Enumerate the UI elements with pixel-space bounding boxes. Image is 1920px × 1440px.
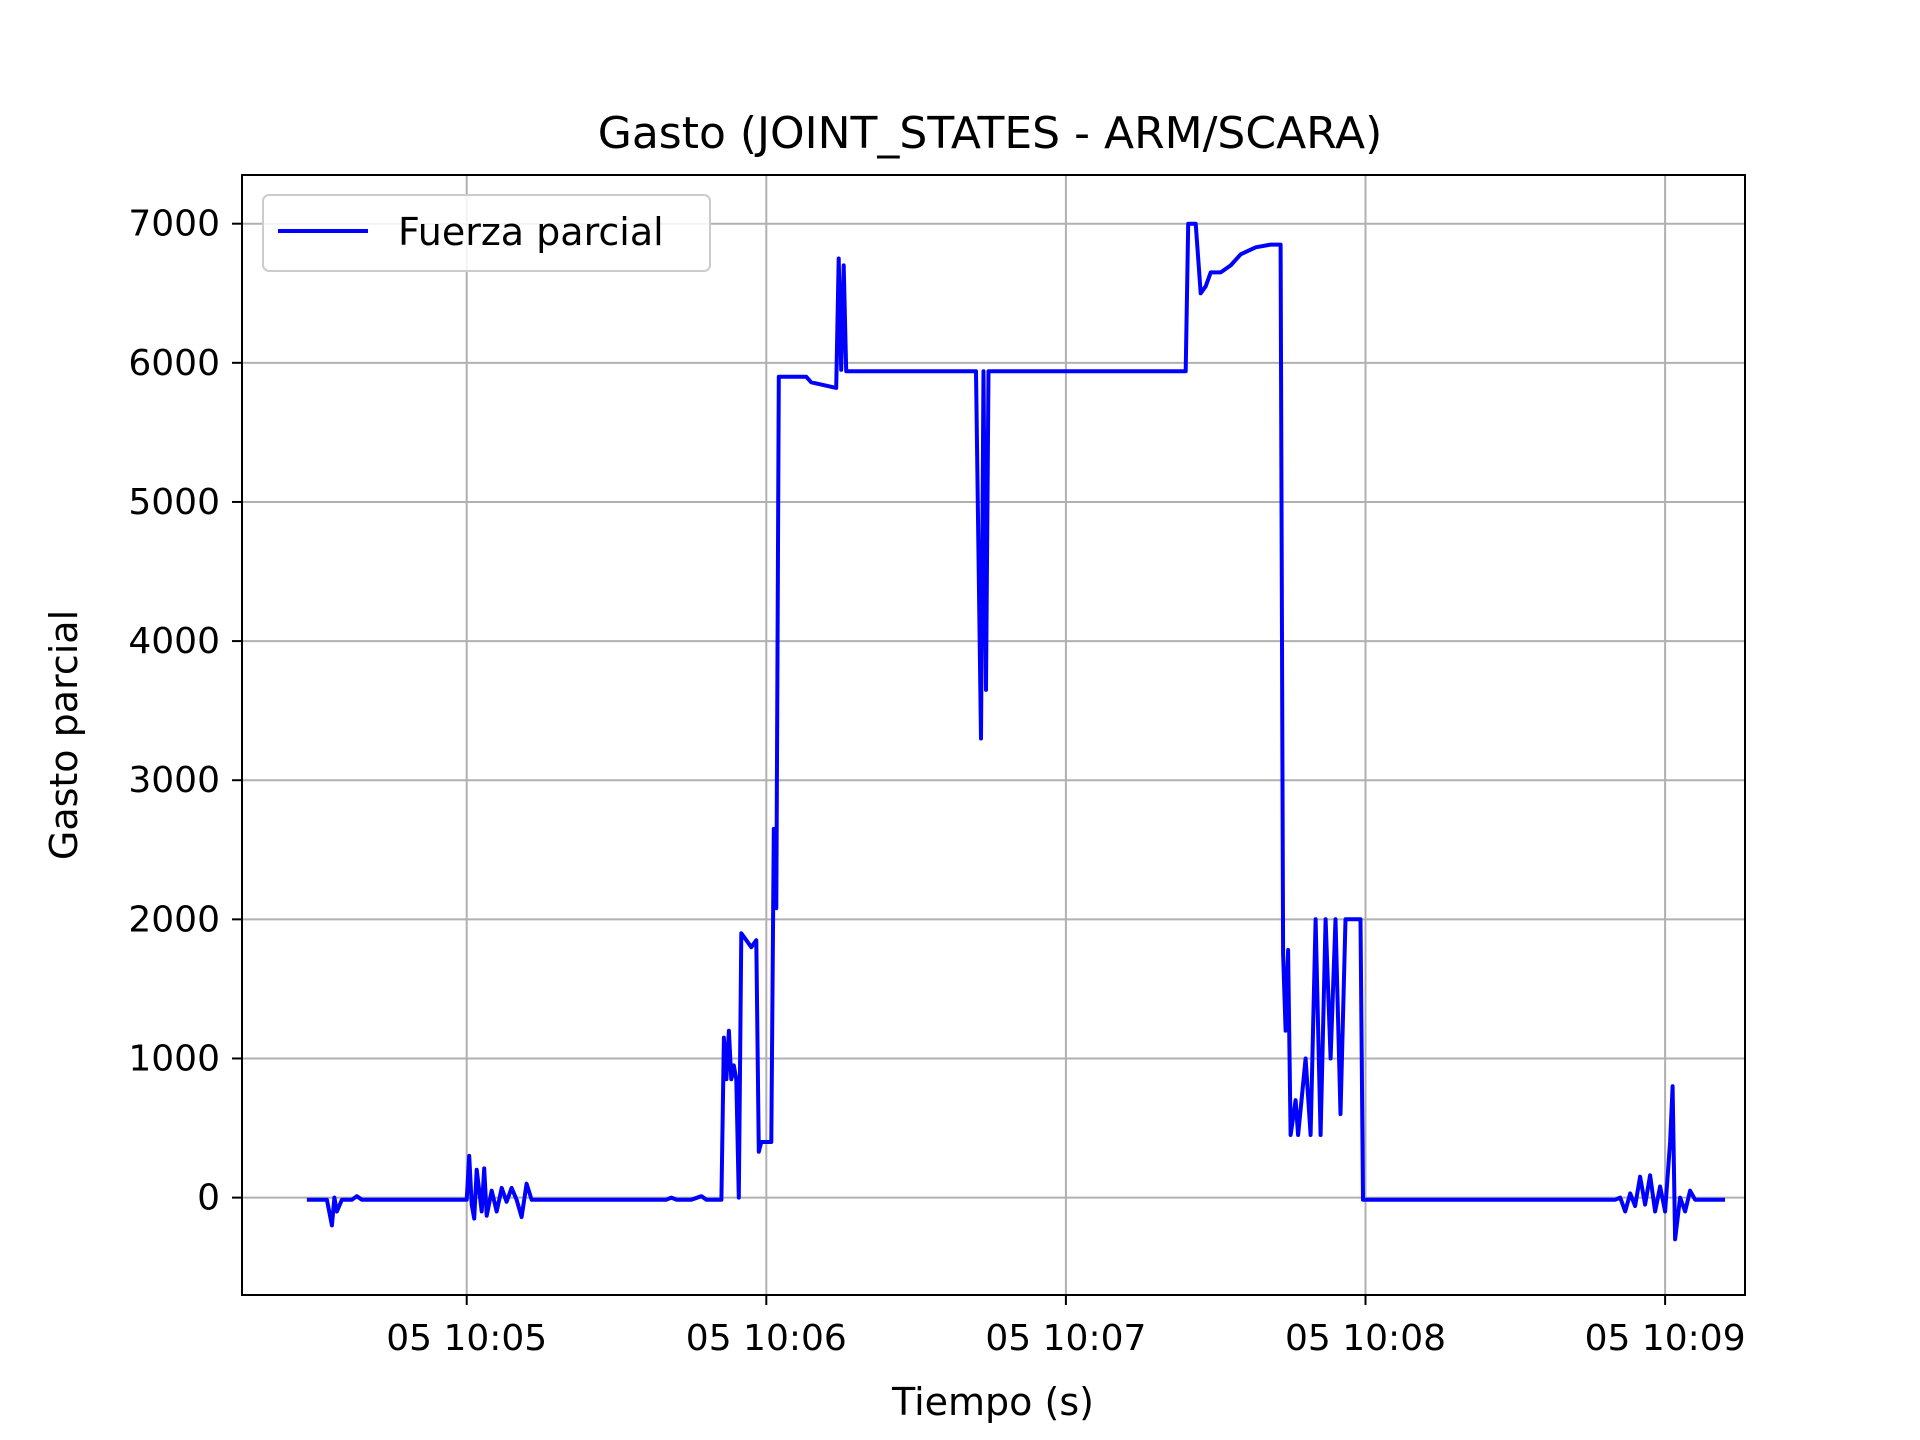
x-axis: 05 10:05 05 10:06 05 10:07 05 10:08 05 10:09: [386, 1295, 1746, 1359]
y-tick-label: 5000: [128, 482, 220, 523]
y-tick-label: 6000: [128, 343, 220, 384]
y-tick-label: 7000: [128, 204, 220, 245]
y-axis: 0 1000 2000 3000 4000 5000 6000 7000: [128, 204, 242, 1219]
y-tick-label: 0: [197, 1178, 220, 1219]
legend: Fuerza parcial: [262, 194, 711, 272]
x-tick-label: 05 10:05: [386, 1318, 547, 1359]
grid: [242, 175, 1745, 1295]
chart-title: Gasto (JOINT_STATES - ARM/SCARA): [598, 108, 1382, 159]
y-tick-label: 3000: [128, 760, 220, 801]
x-tick-label: 05 10:06: [686, 1318, 847, 1359]
y-tick-label: 2000: [128, 899, 220, 940]
y-axis-label: Gasto parcial: [42, 610, 86, 860]
y-tick-label: 4000: [128, 621, 220, 662]
plot-frame: [241, 174, 1746, 1296]
y-tick-label: 1000: [128, 1038, 220, 1079]
x-axis-label: Tiempo (s): [891, 1380, 1094, 1424]
legend-box: [262, 194, 711, 272]
series-line-0: [306, 221, 1725, 1242]
x-tick-label: 05 10:08: [1285, 1318, 1446, 1359]
legend-label: Fuerza parcial: [398, 210, 664, 254]
x-tick-label: 05 10:07: [985, 1318, 1146, 1359]
x-tick-label: 05 10:09: [1585, 1318, 1746, 1359]
series-group: [306, 221, 1725, 1242]
